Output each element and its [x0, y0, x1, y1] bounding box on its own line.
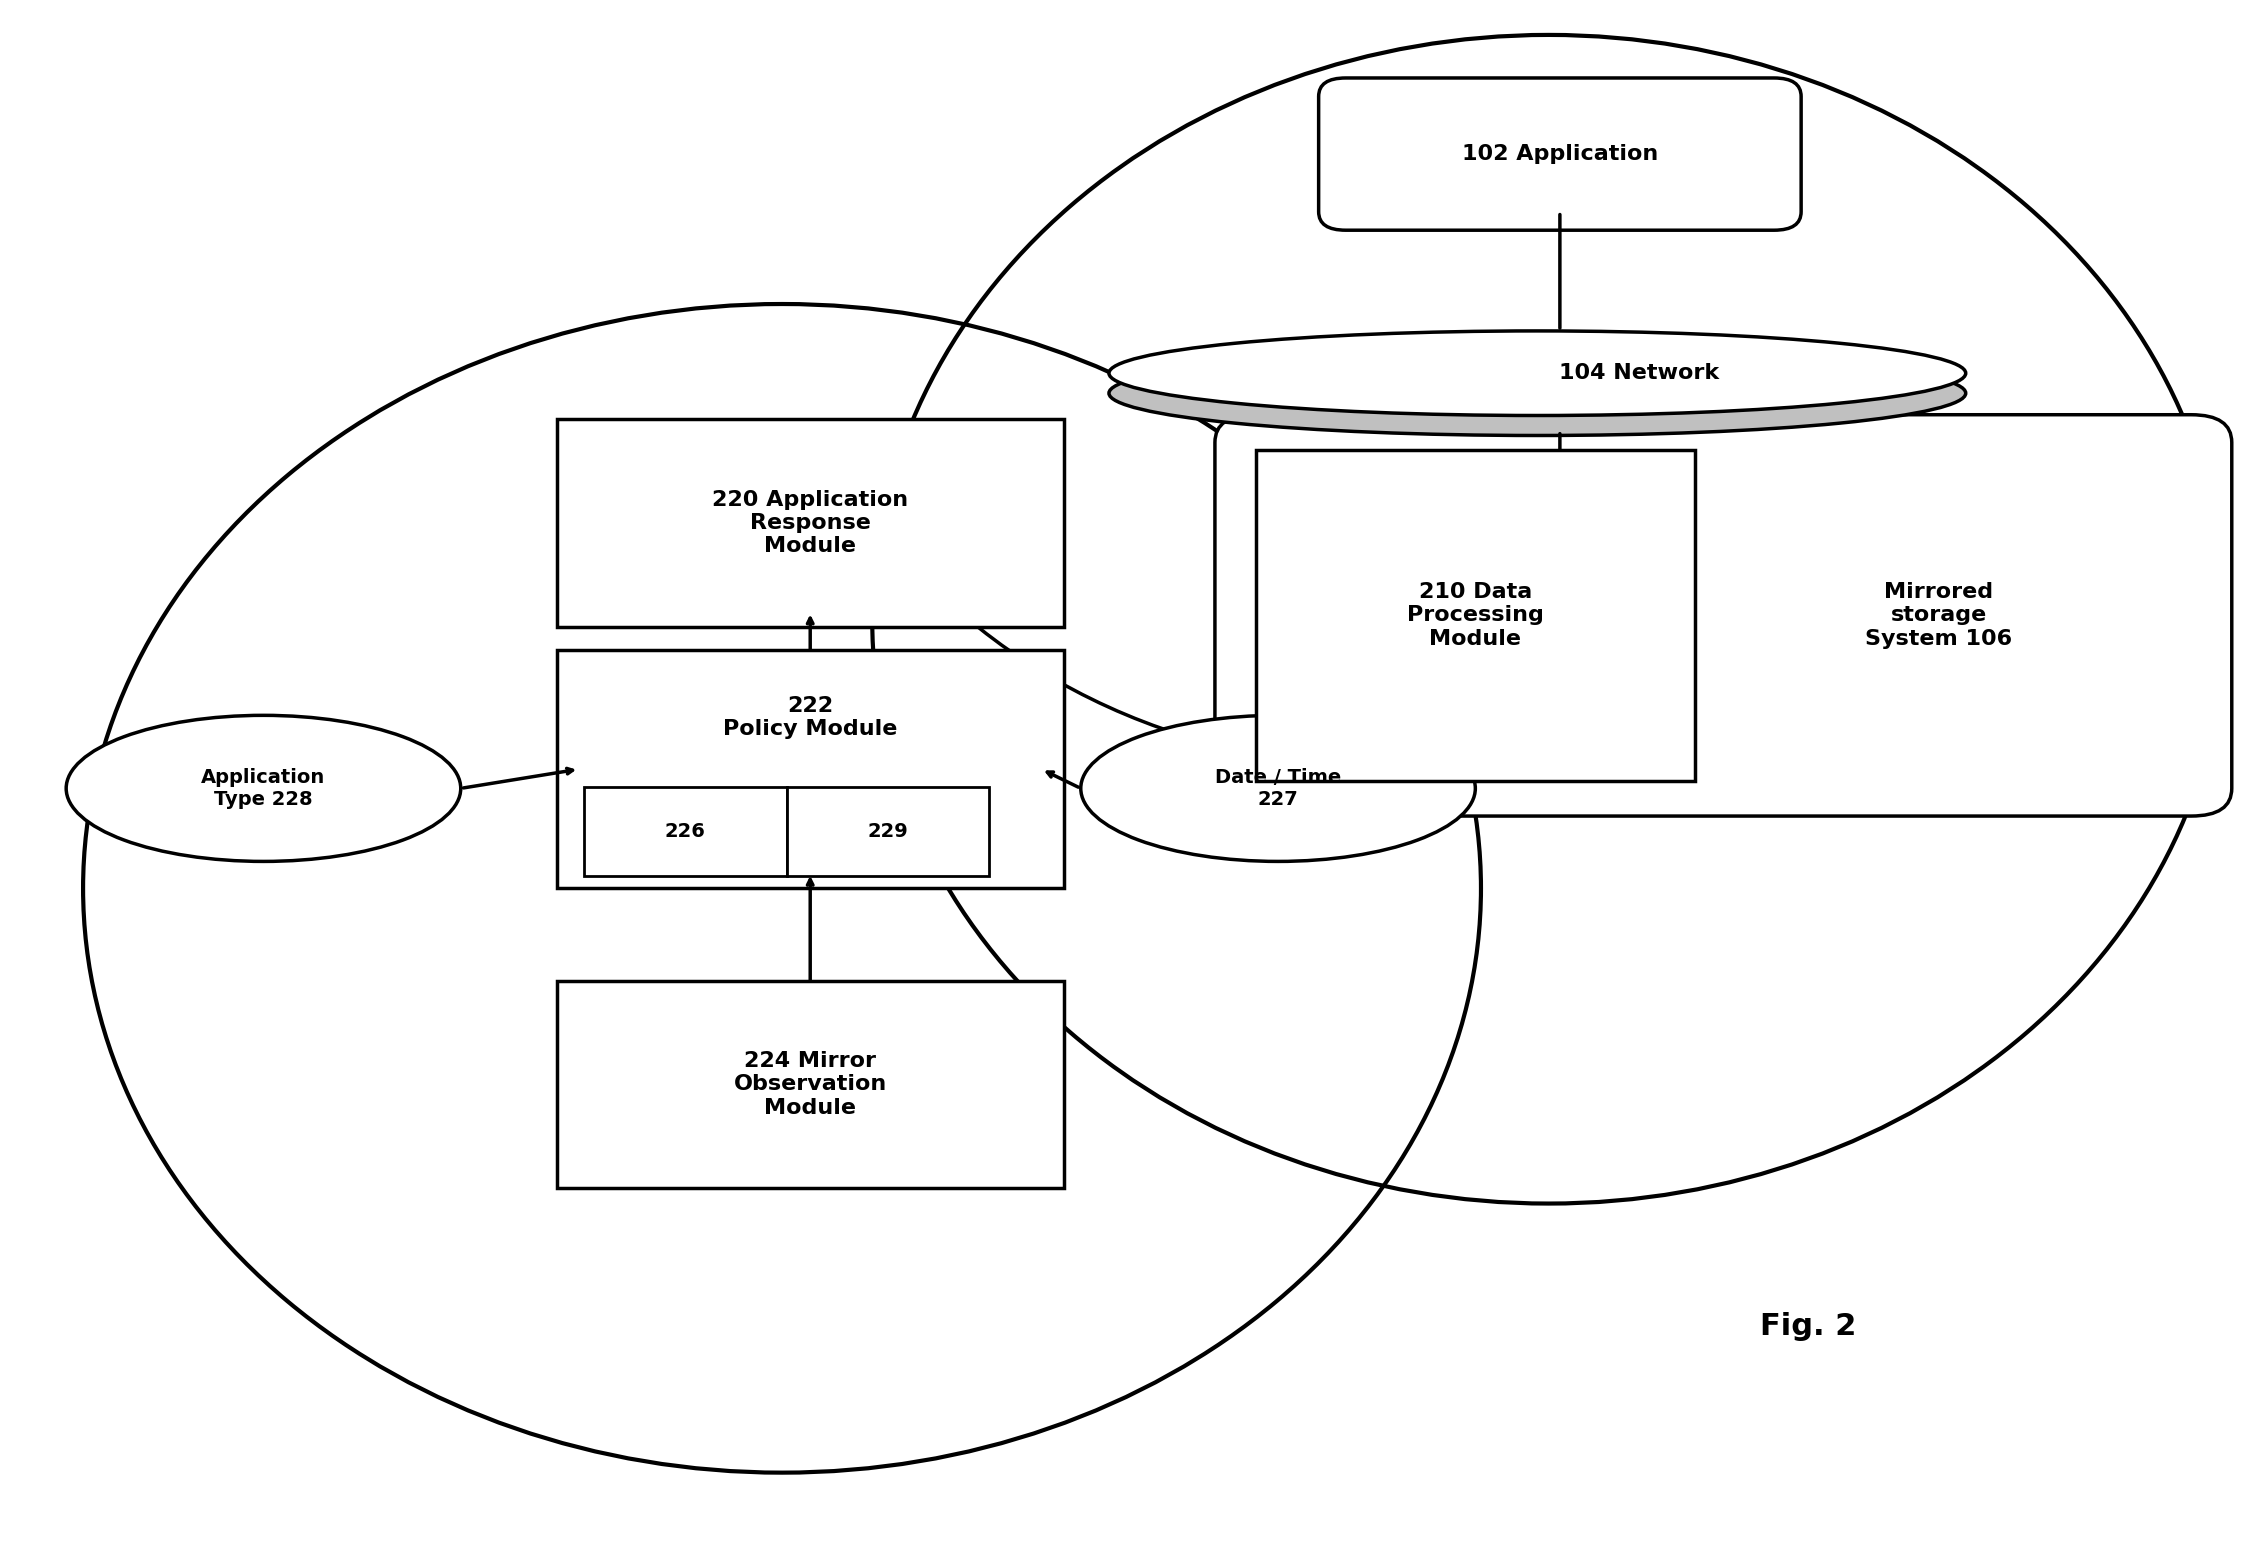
Text: 226: 226 — [665, 822, 706, 841]
FancyBboxPatch shape — [557, 980, 1064, 1189]
FancyBboxPatch shape — [557, 419, 1064, 628]
Text: Mirrored
storage
System 106: Mirrored storage System 106 — [1865, 583, 2012, 649]
FancyBboxPatch shape — [1319, 77, 1801, 230]
Text: 102 Application: 102 Application — [1462, 144, 1659, 164]
Text: 220 Application
Response
Module: 220 Application Response Module — [713, 490, 907, 557]
FancyBboxPatch shape — [1215, 414, 2231, 816]
Text: 224 Mirror
Observation
Module: 224 Mirror Observation Module — [733, 1051, 887, 1118]
Ellipse shape — [66, 716, 462, 861]
Text: Application
Type 228: Application Type 228 — [201, 768, 326, 809]
Text: 229: 229 — [867, 822, 907, 841]
Ellipse shape — [1109, 351, 1967, 436]
Text: Fig. 2: Fig. 2 — [1761, 1313, 1856, 1340]
FancyBboxPatch shape — [584, 787, 788, 877]
FancyBboxPatch shape — [788, 787, 989, 877]
Text: 222
Policy Module: 222 Policy Module — [722, 696, 898, 739]
FancyBboxPatch shape — [1256, 450, 1695, 781]
Text: 210 Data
Processing
Module: 210 Data Processing Module — [1408, 583, 1543, 649]
Ellipse shape — [1109, 331, 1967, 416]
Text: Date / Time
227: Date / Time 227 — [1215, 768, 1342, 809]
Text: 104 Network: 104 Network — [1559, 363, 1720, 383]
Ellipse shape — [1082, 716, 1475, 861]
FancyBboxPatch shape — [557, 649, 1064, 889]
